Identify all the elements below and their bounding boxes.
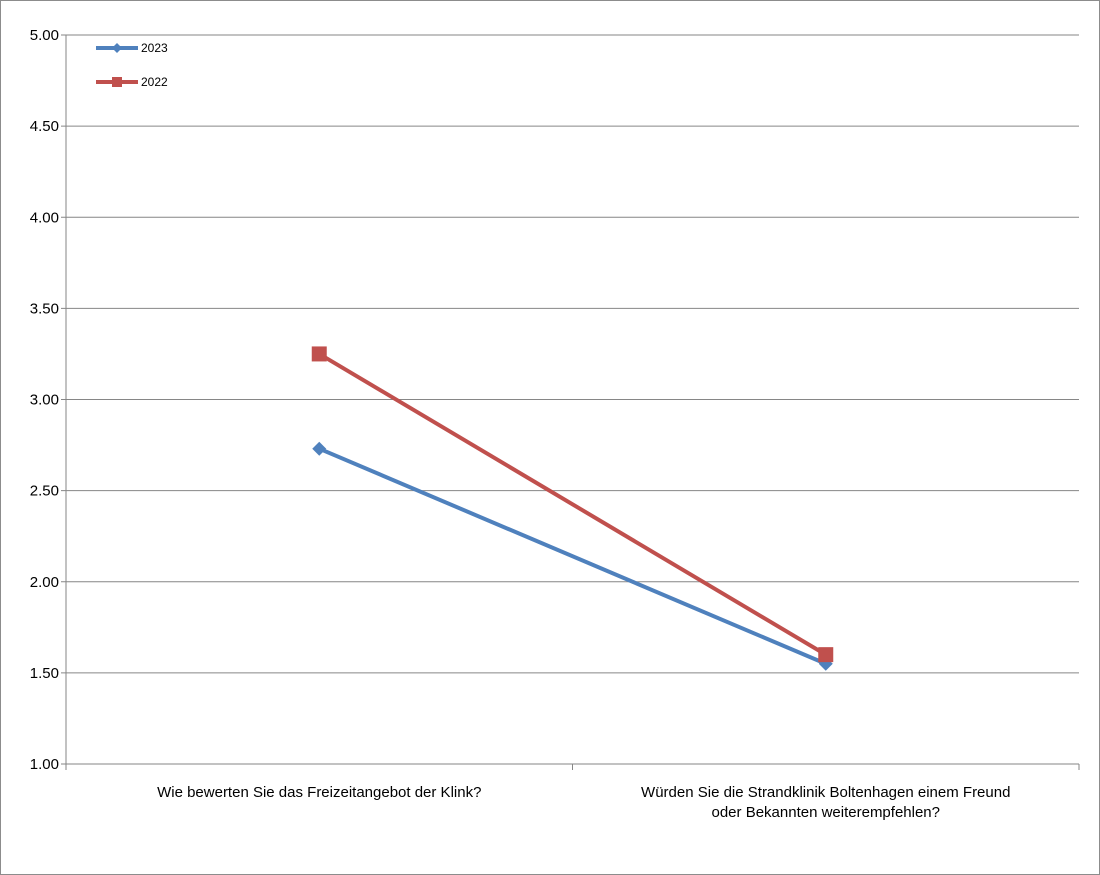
legend: 2023 2022 [96, 41, 168, 89]
y-tick-label: 1.00 [30, 756, 59, 773]
series-line-2023 [318, 446, 827, 666]
x-category-labels: Wie bewerten Sie das Freizeitangebot der… [157, 784, 1010, 821]
y-tick-label: 2.50 [30, 483, 59, 500]
y-tick-label: 3.50 [30, 300, 59, 317]
diamond-marker [312, 441, 327, 456]
y-tick-label: 3.00 [30, 392, 59, 409]
y-tick-label: 4.50 [30, 118, 59, 135]
square-marker [112, 77, 122, 87]
series-line-2022 [318, 352, 827, 657]
square-marker [311, 346, 327, 362]
y-tick-labels: 1.00 1.50 2.00 2.50 3.00 3.50 4.00 4.50 5.00 [30, 27, 59, 773]
y-tick-label: 4.00 [30, 209, 59, 226]
square-marker [818, 647, 834, 663]
x-category-label: Wie bewerten Sie das Freizeitangebot der… [157, 784, 481, 801]
y-tick-label: 1.50 [30, 665, 59, 682]
diamond-marker [112, 43, 122, 53]
x-category-label: Würden Sie die Strandklinik Boltenhagen … [641, 784, 1010, 821]
legend-label: 2023 [141, 41, 168, 55]
legend-label: 2022 [141, 75, 168, 89]
y-tick-label: 5.00 [30, 27, 59, 44]
series-layer [311, 346, 834, 671]
y-tick-label: 2.00 [30, 574, 59, 591]
axes [61, 34, 1080, 770]
gridlines [66, 34, 1079, 674]
